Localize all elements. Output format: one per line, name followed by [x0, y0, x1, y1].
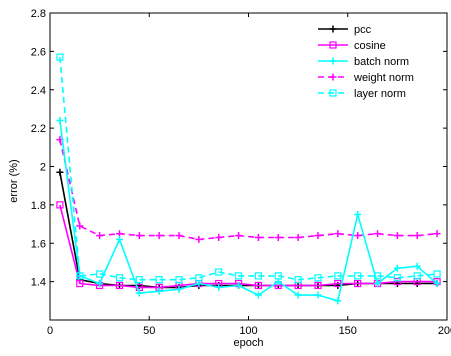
x-axis: 0 50 100 150 200: [47, 13, 451, 337]
y-axis: 1.4 1.6 1.8 2 2.2 2.4 2.6 2.8: [31, 8, 447, 289]
legend-label: cosine: [354, 40, 386, 52]
legend: pcc cosine batch norm weight norm layer norm: [312, 18, 442, 102]
legend-marker: [329, 89, 337, 97]
series-line: [59, 120, 438, 302]
y-tick-label: 2.6: [31, 46, 46, 58]
legend-label: pcc: [354, 24, 372, 36]
data-point: [56, 53, 64, 61]
data-point: [175, 276, 183, 284]
data-point: [135, 276, 143, 284]
data-point: [373, 272, 382, 280]
legend-item: pcc: [318, 24, 372, 36]
legend-label: layer norm: [354, 88, 406, 100]
series-layer-norm: [56, 53, 441, 284]
data-point: [115, 274, 124, 282]
y-tick-label: 2: [40, 162, 46, 174]
data-point: [274, 272, 282, 280]
data-point: [56, 201, 64, 209]
data-point: [96, 270, 104, 278]
data-point: [334, 272, 342, 280]
data-point: [254, 272, 263, 280]
y-axis-label: error (%): [8, 159, 20, 202]
data-point: [393, 274, 401, 282]
series-layer: [56, 53, 441, 305]
legend-item: layer norm: [318, 88, 406, 100]
data-point: [215, 268, 223, 276]
data-point: [294, 276, 302, 284]
data-point: [433, 270, 441, 278]
legend-label: batch norm: [354, 56, 409, 68]
data-point: [254, 281, 263, 290]
x-tick-label: 150: [339, 325, 357, 337]
data-point: [76, 272, 84, 280]
x-tick-label: 50: [143, 325, 155, 337]
x-tick-label: 100: [239, 325, 257, 337]
data-point: [413, 272, 421, 280]
data-point: [155, 276, 163, 284]
data-point: [195, 274, 203, 282]
data-point: [314, 274, 322, 282]
data-point: [354, 279, 362, 288]
legend-item: weight norm: [318, 72, 414, 84]
data-point: [76, 279, 84, 288]
y-tick-label: 2.2: [31, 123, 46, 135]
legend-item: cosine: [318, 40, 386, 52]
series-weight-norm: [56, 136, 441, 243]
data-point: [354, 272, 362, 280]
series-line: [59, 172, 438, 289]
x-axis-label: epoch: [234, 337, 264, 349]
legend-item: batch norm: [318, 56, 409, 68]
series-batch-norm: [56, 116, 441, 305]
data-point: [234, 272, 243, 280]
data-point: [393, 278, 401, 286]
series-pcc: [56, 168, 441, 291]
y-tick-label: 2.4: [31, 85, 46, 97]
data-point: [115, 281, 124, 290]
x-tick-label: 0: [47, 325, 53, 337]
x-tick-label: 200: [438, 325, 451, 337]
y-tick-label: 2.8: [31, 8, 46, 20]
legend-marker: [329, 41, 337, 49]
series-line: [59, 139, 438, 241]
y-tick-label: 1.8: [31, 200, 46, 212]
data-point: [334, 279, 342, 288]
data-point: [314, 281, 322, 290]
y-tick-label: 1.6: [31, 238, 46, 250]
legend-label: weight norm: [353, 72, 414, 84]
y-tick-label: 1.4: [31, 277, 46, 289]
